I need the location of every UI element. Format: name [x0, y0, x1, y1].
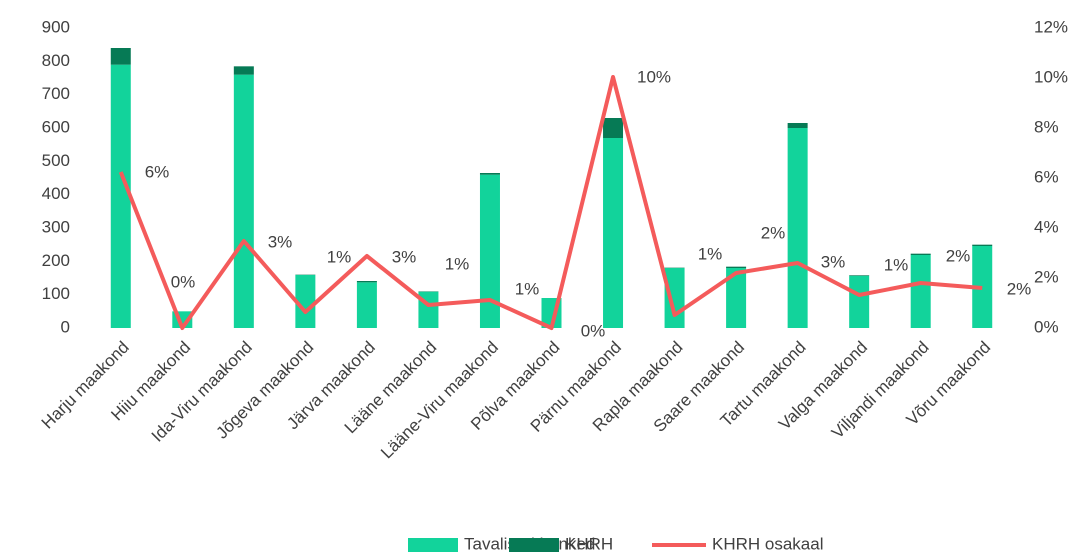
y2-tick-label: 12%: [1034, 17, 1068, 36]
y-tick-label: 600: [42, 117, 70, 136]
data-label: 1%: [884, 255, 909, 274]
data-label: 1%: [698, 244, 723, 263]
data-label: 2%: [1007, 279, 1032, 298]
bar: [479, 174, 500, 328]
y2-tick-label: 6%: [1034, 167, 1059, 186]
y-tick-label: 900: [42, 17, 70, 36]
bar: [295, 275, 316, 328]
y-tick-label: 100: [42, 284, 70, 303]
line: [118, 75, 983, 330]
y2-tick-label: 10%: [1034, 67, 1068, 86]
y2-tick-label: 8%: [1034, 117, 1059, 136]
data-label: 0%: [171, 272, 196, 291]
data-label: 3%: [821, 252, 846, 271]
legend-label: KHRH osakaal: [712, 534, 824, 553]
data-label: 3%: [268, 232, 293, 251]
data-label: 3%: [392, 247, 417, 266]
data-label: 2%: [761, 223, 786, 242]
bar: [603, 138, 624, 328]
data-label: 6%: [145, 162, 170, 181]
bar: [972, 244, 993, 246]
y-tick-label: 800: [42, 51, 70, 70]
y-tick-label: 400: [42, 184, 70, 203]
bar: [664, 268, 685, 328]
bar: [787, 128, 808, 328]
data-label: 0%: [581, 321, 606, 340]
bar: [787, 123, 808, 128]
data-label: 10%: [637, 67, 671, 86]
bar: [110, 48, 131, 65]
y2-tick-label: 0%: [1034, 317, 1059, 336]
bar: [726, 268, 747, 328]
legend-swatch: [509, 538, 559, 552]
bar: [356, 281, 377, 283]
bar: [233, 66, 254, 75]
bar: [603, 118, 624, 138]
data-label: 1%: [445, 254, 470, 273]
bar: [110, 64, 131, 329]
legend-label: KHRH: [565, 534, 613, 553]
bar: [849, 275, 870, 276]
y-tick-label: 300: [42, 217, 70, 236]
y-tick-label: 500: [42, 151, 70, 170]
bar: [910, 255, 931, 328]
y2-tick-label: 2%: [1034, 267, 1059, 286]
legend-swatch: [408, 538, 458, 552]
bar: [479, 173, 500, 175]
data-label: 1%: [515, 279, 540, 298]
x-tick-label: Lääne-Viru maakond: [377, 338, 502, 463]
bar: [233, 74, 254, 329]
bar: [849, 276, 870, 328]
bar: [726, 266, 747, 268]
data-label: 2%: [946, 246, 971, 265]
y-tick-label: 200: [42, 251, 70, 270]
bar: [910, 253, 931, 255]
bar: [356, 282, 377, 328]
y2-tick-label: 4%: [1034, 217, 1059, 236]
y-tick-label: 0: [61, 317, 70, 336]
y-tick-label: 700: [42, 84, 70, 103]
data-label: 1%: [327, 247, 352, 266]
